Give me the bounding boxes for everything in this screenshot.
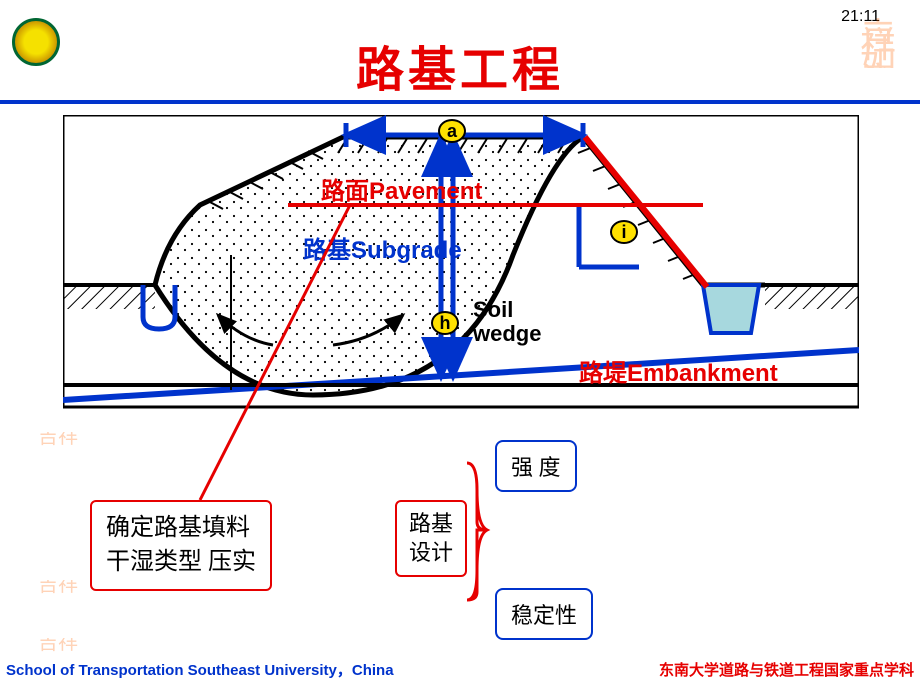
footer-left: School of Transportation Southeast Unive… [6,659,394,680]
watermark-mid: 吉祥 [38,432,78,482]
marker-h: h [431,311,459,335]
marker-i: i [610,220,638,244]
left-box-line1: 确定路基填料 [106,512,256,546]
left-note-box: 确定路基填料 干湿类型 压实 [90,500,272,591]
watermark-low: 吉祥 [38,580,78,630]
subgrade-diagram: Soil wedge 路面Pavement 路基Subgrade 路堤Emban… [63,115,859,415]
center-box-line1: 路基 [409,510,453,539]
stability-box: 稳定性 [495,588,593,640]
center-design-box: 路基 设计 [395,500,467,577]
strength-box: 强 度 [495,440,577,492]
soil-label-2: wedge [473,321,541,347]
center-box-line2: 设计 [409,539,453,568]
soil-label-1: Soil [473,297,513,323]
page-title: 路基工程 [0,30,920,100]
left-box-line2: 干湿类型 压实 [106,546,256,580]
divider-rule [0,100,920,104]
subgrade-label: 路基Subgrade [303,230,462,265]
pavement-label: 路面Pavement [321,171,482,206]
embankment-label: 路堤Embankment [579,353,778,388]
footer-right: 东南大学道路与铁道工程国家重点学科 [659,659,914,680]
marker-a: a [438,119,466,143]
